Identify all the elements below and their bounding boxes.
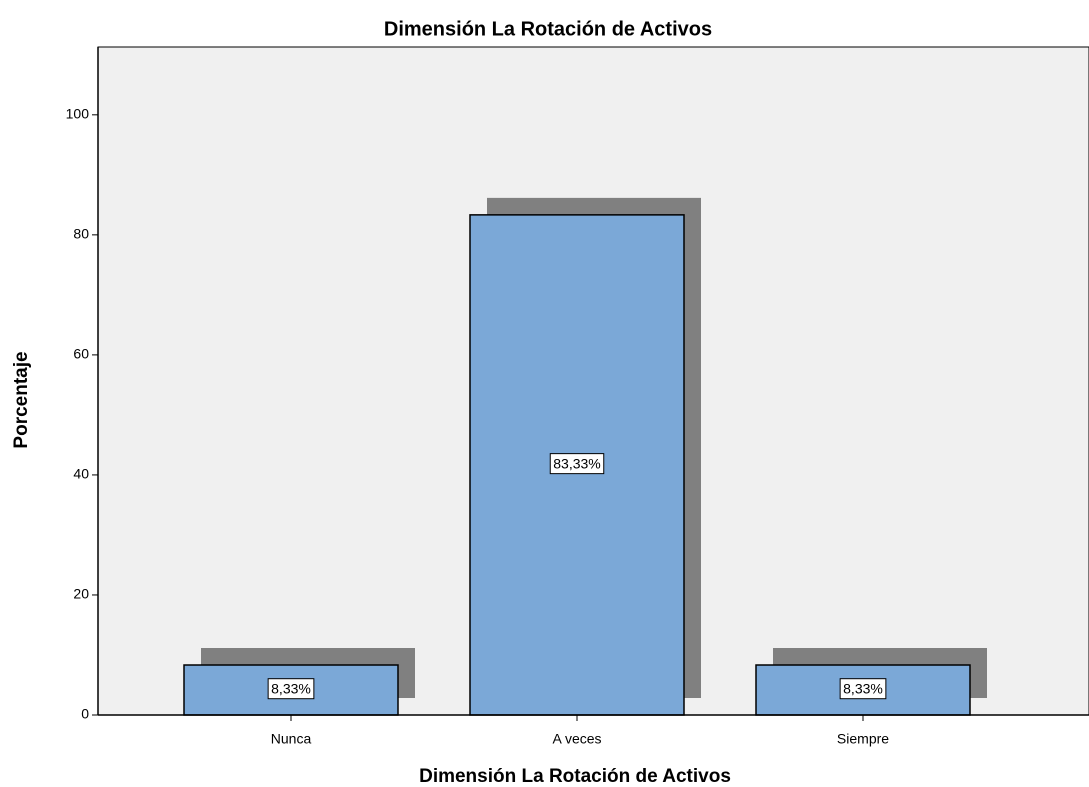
value-label: 8,33% xyxy=(843,681,883,697)
x-tick-label: Nunca xyxy=(271,731,312,747)
y-tick-label: 60 xyxy=(73,346,89,362)
y-tick-label: 40 xyxy=(73,466,89,482)
y-tick-label: 80 xyxy=(73,226,89,242)
y-tick-label: 100 xyxy=(66,106,90,122)
value-label-box xyxy=(839,678,887,700)
x-tick-label: Siempre xyxy=(837,731,889,747)
y-tick-label: 20 xyxy=(73,586,89,602)
y-tick-label: 0 xyxy=(81,706,89,722)
value-label: 83,33% xyxy=(553,456,600,472)
chart-title: Dimensión La Rotación de Activos xyxy=(384,18,712,40)
value-label-box xyxy=(267,678,315,700)
value-label-box xyxy=(549,453,605,475)
x-tick-label: A veces xyxy=(552,731,601,747)
y-axis-label: Porcentaje xyxy=(11,351,32,448)
value-label: 8,33% xyxy=(271,681,311,697)
x-axis-label: Dimensión La Rotación de Activos xyxy=(419,766,731,787)
